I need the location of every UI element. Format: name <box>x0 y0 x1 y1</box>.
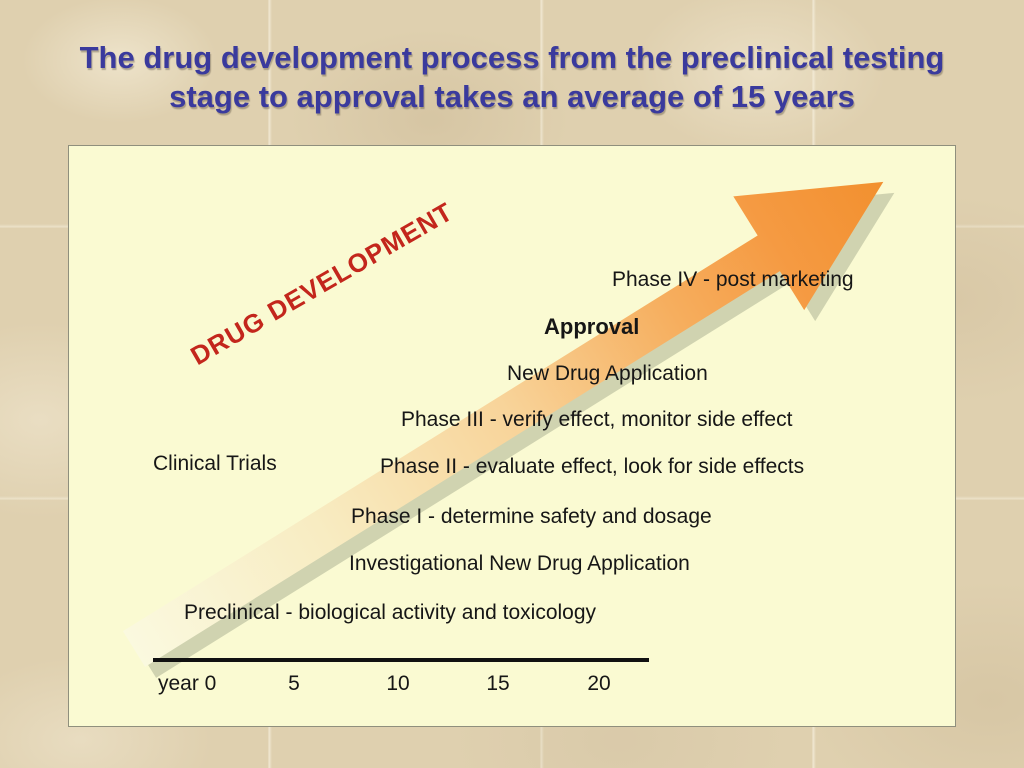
timeline-axis <box>153 658 649 662</box>
axis-tick-label: 20 <box>587 672 611 695</box>
label-investigational-new-drug-application: Investigational New Drug Application <box>349 552 690 575</box>
axis-tick-label: year 0 <box>158 672 217 695</box>
process-arrow-graphic <box>122 181 895 678</box>
axis-tick-label: 5 <box>288 672 300 695</box>
slide-title-line-2: stage to approval takes an average of 15… <box>169 79 855 114</box>
label-phase-iv: Phase IV - post marketing <box>612 268 854 291</box>
axis-tick-label: 15 <box>486 672 510 695</box>
slide-title-line-1: The drug development process from the pr… <box>79 40 945 75</box>
label-clinical-trials: Clinical Trials <box>153 452 277 475</box>
diagram-panel: DRUG DEVELOPMENT Phase IV - post marketi… <box>68 145 956 727</box>
label-phase-iii: Phase III - verify effect, monitor side … <box>401 408 793 431</box>
label-approval: Approval <box>544 314 640 339</box>
label-preclinical: Preclinical - biological activity and to… <box>184 601 597 624</box>
arrow-body <box>122 181 884 667</box>
label-new-drug-application: New Drug Application <box>507 362 708 385</box>
label-phase-i: Phase I - determine safety and dosage <box>351 505 712 528</box>
label-phase-ii: Phase II - evaluate effect, look for sid… <box>380 455 805 478</box>
slide-title: The drug development process from the pr… <box>0 38 1024 116</box>
axis-tick-label: 10 <box>386 672 410 695</box>
